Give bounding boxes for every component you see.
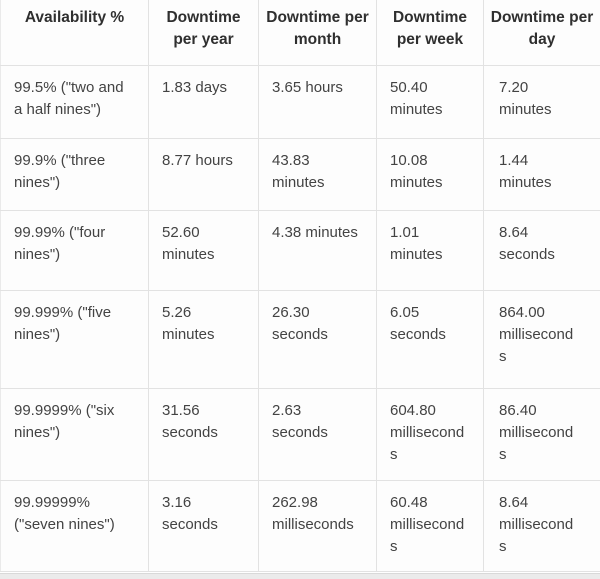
table-row: 99.99999% ("seven nines") 3.16 seconds 2… — [0, 479, 600, 572]
table-row: 99.999% ("five nines") 5.26 minutes 26.3… — [0, 289, 600, 389]
cell-downtime-per-month: 26.30 seconds — [258, 289, 377, 389]
table-row: 99.99% ("four nines") 52.60 minutes 4.38… — [0, 209, 600, 291]
bottom-strip — [0, 573, 600, 579]
cell-downtime-per-year: 52.60 minutes — [148, 209, 259, 291]
cell-downtime-per-week: 60.48 milliseconds — [376, 479, 484, 572]
header-row: Availability % Downtime per year Downtim… — [0, 0, 600, 66]
cell-downtime-per-year: 1.83 days — [148, 64, 259, 139]
cell-downtime-per-day: 7.20 minutes — [483, 64, 600, 139]
cell-downtime-per-week: 50.40 minutes — [376, 64, 484, 139]
table-row: 99.9% ("three nines") 8.77 hours 43.83 m… — [0, 137, 600, 211]
table-row: 99.9999% ("six nines") 31.56 seconds 2.6… — [0, 387, 600, 481]
cell-downtime-per-day: 1.44 minutes — [483, 137, 600, 211]
column-header-downtime-per-day: Downtime per day — [483, 0, 600, 66]
column-header-downtime-per-year: Downtime per year — [148, 0, 259, 66]
cell-downtime-per-month: 43.83 minutes — [258, 137, 377, 211]
column-header-availability: Availability % — [0, 0, 149, 66]
cell-downtime-per-week: 6.05 seconds — [376, 289, 484, 389]
cell-downtime-per-month: 2.63 seconds — [258, 387, 377, 481]
cell-downtime-per-year: 3.16 seconds — [148, 479, 259, 572]
cell-downtime-per-week: 10.08 minutes — [376, 137, 484, 211]
table-row: 99.5% ("two and a half nines") 1.83 days… — [0, 64, 600, 139]
cell-downtime-per-week: 604.80 milliseconds — [376, 387, 484, 481]
cell-downtime-per-month: 4.38 minutes — [258, 209, 377, 291]
cell-downtime-per-day: 8.64 seconds — [483, 209, 600, 291]
cell-downtime-per-year: 5.26 minutes — [148, 289, 259, 389]
cell-availability: 99.999% ("five nines") — [0, 289, 149, 389]
cell-downtime-per-year: 8.77 hours — [148, 137, 259, 211]
cell-availability: 99.99999% ("seven nines") — [0, 479, 149, 572]
cell-downtime-per-day: 8.64 milliseconds — [483, 479, 600, 572]
cell-availability: 99.5% ("two and a half nines") — [0, 64, 149, 139]
cell-downtime-per-year: 31.56 seconds — [148, 387, 259, 481]
cell-downtime-per-week: 1.01 minutes — [376, 209, 484, 291]
column-header-downtime-per-month: Downtime per month — [258, 0, 377, 66]
cell-downtime-per-month: 3.65 hours — [258, 64, 377, 139]
cell-availability: 99.9999% ("six nines") — [0, 387, 149, 481]
cell-availability: 99.9% ("three nines") — [0, 137, 149, 211]
column-header-downtime-per-week: Downtime per week — [376, 0, 484, 66]
cell-downtime-per-day: 86.40 milliseconds — [483, 387, 600, 481]
cell-downtime-per-day: 864.00 milliseconds — [483, 289, 600, 389]
cell-downtime-per-month: 262.98 milliseconds — [258, 479, 377, 572]
cell-availability: 99.99% ("four nines") — [0, 209, 149, 291]
